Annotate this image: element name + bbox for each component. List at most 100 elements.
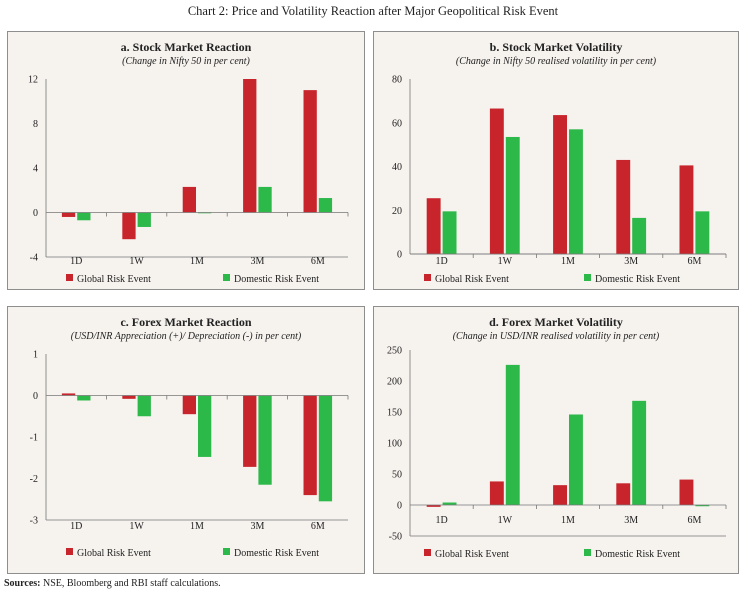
- legend-label: Domestic Risk Event: [595, 274, 680, 285]
- bar-global-3M: [243, 79, 257, 213]
- legend-swatch: [223, 548, 230, 555]
- bar-domestic-1D: [442, 211, 457, 254]
- chart-title: c. Forex Market Reaction: [120, 315, 251, 329]
- bar-global-1D: [61, 393, 76, 396]
- legend-swatch: [66, 548, 73, 555]
- bar-global-1M: [182, 395, 196, 415]
- bar-domestic-6M: [318, 395, 333, 502]
- y-tick-label: 0: [397, 501, 402, 512]
- legend-label: Global Risk Event: [435, 549, 509, 560]
- bar-domestic-6M: [695, 211, 710, 254]
- legend-swatch: [584, 549, 591, 556]
- chart-subtitle: (Change in Nifty 50 realised volatility …: [456, 56, 657, 67]
- x-tick-label: 6M: [311, 256, 325, 267]
- page-title: Chart 2: Price and Volatility Reaction a…: [187, 4, 559, 18]
- bar-domestic-1W: [505, 136, 520, 254]
- bar-domestic-3M: [258, 395, 272, 485]
- bar-global-3M: [616, 159, 631, 254]
- chart-title: d. Forex Market Volatility: [489, 315, 623, 329]
- bar-domestic-1D: [442, 502, 457, 505]
- x-tick-label: 1M: [561, 256, 575, 267]
- y-tick-label: 12: [28, 75, 38, 86]
- x-tick-label: 1M: [190, 521, 204, 532]
- x-tick-label: 6M: [687, 256, 701, 267]
- chart-panel-a: a. Stock Market Reaction (Change in Nifty…: [7, 31, 365, 290]
- x-tick-label: 1W: [498, 256, 513, 267]
- sources-label: Sources:: [4, 578, 41, 589]
- y-tick-label: 250: [387, 346, 402, 357]
- bar-domestic-1D: [77, 212, 91, 221]
- y-tick-label: 150: [387, 408, 402, 419]
- legend-label: Global Risk Event: [77, 274, 151, 285]
- x-tick-label: 3M: [250, 256, 264, 267]
- bar-global-1M: [182, 186, 196, 213]
- y-tick-label: 8: [33, 119, 38, 130]
- bar-global-6M: [303, 90, 317, 213]
- x-tick-label: 1M: [561, 515, 575, 526]
- bar-domestic-1W: [505, 364, 520, 505]
- chart-b: b. Stock Market Volatility (Change in Nif…: [392, 40, 727, 285]
- x-tick-label: 1W: [129, 256, 144, 267]
- legend-label: Domestic Risk Event: [234, 548, 319, 559]
- legend-label: Global Risk Event: [435, 274, 509, 285]
- bar-global-1D: [61, 212, 76, 217]
- chart-c: c. Forex Market Reaction (USD/INR Appreci…: [30, 315, 349, 559]
- bar-global-1W: [122, 212, 136, 240]
- legend-swatch: [424, 549, 431, 556]
- y-tick-label: 200: [387, 377, 402, 388]
- bar-domestic-1M: [198, 395, 212, 457]
- chart-a: a. Stock Market Reaction (Change in Nifty…: [28, 40, 349, 285]
- y-tick-label: -2: [30, 474, 38, 485]
- bar-global-6M: [303, 395, 317, 496]
- x-tick-label: 3M: [250, 521, 264, 532]
- y-tick-label: -3: [30, 516, 38, 527]
- x-tick-label: 3M: [624, 256, 638, 267]
- sources-text: NSE, Bloomberg and RBI staff calculation…: [40, 578, 221, 589]
- y-tick-label: -4: [30, 253, 38, 264]
- x-tick-label: 1D: [435, 256, 447, 267]
- x-tick-label: 6M: [687, 515, 701, 526]
- x-tick-label: 3M: [624, 515, 638, 526]
- legend-label: Global Risk Event: [77, 548, 151, 559]
- chart-subtitle: (Change in Nifty 50 in per cent): [122, 56, 250, 67]
- y-tick-label: 0: [33, 391, 38, 402]
- y-tick-label: 100: [387, 439, 402, 450]
- x-tick-label: 1D: [435, 515, 447, 526]
- y-tick-label: 1: [33, 350, 38, 361]
- bar-global-1W: [489, 108, 504, 254]
- chart-title: a. Stock Market Reaction: [121, 40, 252, 54]
- bar-global-3M: [243, 395, 257, 467]
- bar-domestic-3M: [258, 186, 272, 213]
- bar-domestic-6M: [318, 198, 333, 213]
- bar-global-1D: [426, 198, 441, 254]
- chart-d: d. Forex Market Volatility (Change in USD…: [387, 315, 727, 560]
- x-tick-label: 1D: [70, 256, 82, 267]
- x-tick-label: 1W: [129, 521, 144, 532]
- sources-note: Sources: NSE, Bloomberg and RBI staff ca…: [4, 578, 221, 589]
- legend-label: Domestic Risk Event: [595, 549, 680, 560]
- bar-global-3M: [616, 483, 631, 505]
- bar-domestic-1W: [137, 212, 151, 227]
- bar-domestic-1D: [77, 395, 91, 401]
- y-tick-label: -50: [389, 532, 402, 543]
- bar-domestic-3M: [632, 217, 647, 254]
- legend-label: Domestic Risk Event: [234, 274, 319, 285]
- bar-global-1W: [489, 481, 504, 505]
- y-tick-label: 60: [392, 118, 402, 129]
- legend-swatch: [223, 274, 230, 281]
- chart-panel-b: b. Stock Market Volatility (Change in Nif…: [373, 31, 739, 290]
- bar-global-6M: [679, 165, 694, 254]
- x-tick-label: 1M: [190, 256, 204, 267]
- legend-swatch: [584, 274, 591, 281]
- y-tick-label: 80: [392, 75, 402, 86]
- y-tick-label: 0: [397, 250, 402, 261]
- chart-subtitle: (Change in USD/INR realised volatility i…: [453, 331, 660, 342]
- chart-panel-d: d. Forex Market Volatility (Change in USD…: [373, 306, 739, 574]
- y-tick-label: 20: [392, 206, 402, 217]
- bar-domestic-1M: [569, 129, 583, 254]
- legend-swatch: [66, 274, 73, 281]
- bar-global-1D: [426, 505, 441, 507]
- bar-global-6M: [679, 479, 694, 505]
- x-tick-label: 1D: [70, 521, 82, 532]
- chart-title: b. Stock Market Volatility: [490, 40, 623, 54]
